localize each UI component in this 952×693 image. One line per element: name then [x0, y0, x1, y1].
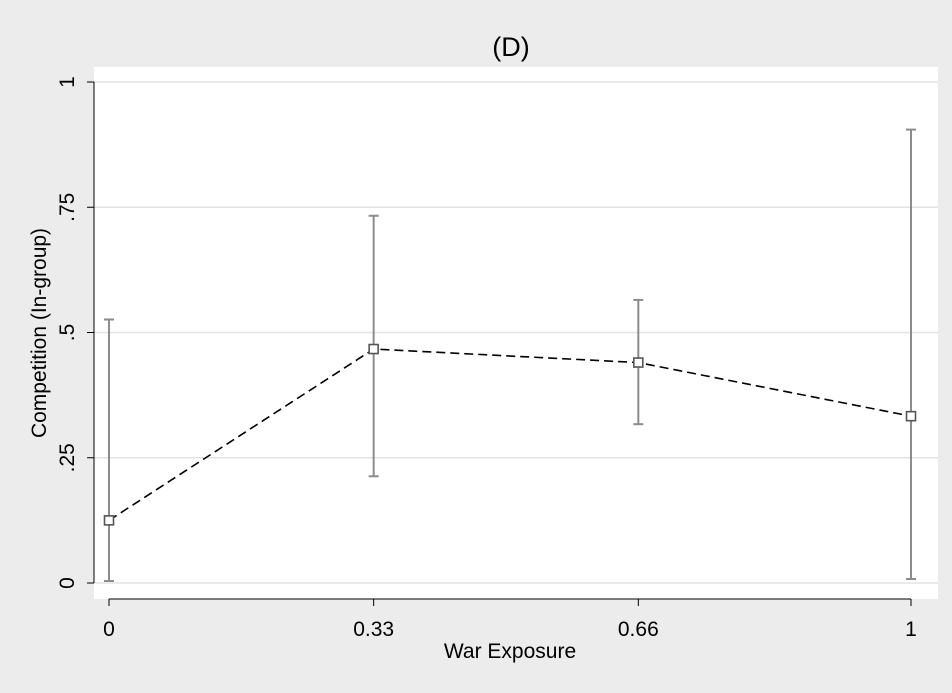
- data-point: [633, 357, 644, 368]
- axes: [87, 81, 912, 606]
- y-tick-label: .75: [56, 193, 79, 222]
- x-tick-labels: 0 0.33 0.66 1: [103, 618, 917, 641]
- grid-lines: [94, 81, 938, 584]
- data-point: [103, 515, 115, 526]
- y-tick-label: .25: [56, 443, 79, 472]
- x-tick-label: 0.33: [353, 618, 394, 641]
- series-path: [108, 348, 912, 522]
- markers: [103, 343, 917, 526]
- y-tick-label: .5: [56, 324, 79, 342]
- y-tick-labels: 0 .25 .5 .75 1: [56, 76, 79, 589]
- x-tick-label: 0: [103, 618, 115, 641]
- x-axis-title: War Exposure: [444, 640, 576, 663]
- data-point: [905, 410, 917, 422]
- data-point: [368, 343, 379, 355]
- y-tick-label: 1: [56, 76, 79, 88]
- y-axis-title: Competition (In-group): [28, 228, 51, 438]
- series-line: [108, 348, 912, 522]
- x-tick-label: 1: [905, 618, 917, 641]
- chart-title: (D): [492, 32, 529, 62]
- x-tick-label: 0.66: [618, 618, 659, 641]
- y-tick-label: 0: [56, 577, 79, 589]
